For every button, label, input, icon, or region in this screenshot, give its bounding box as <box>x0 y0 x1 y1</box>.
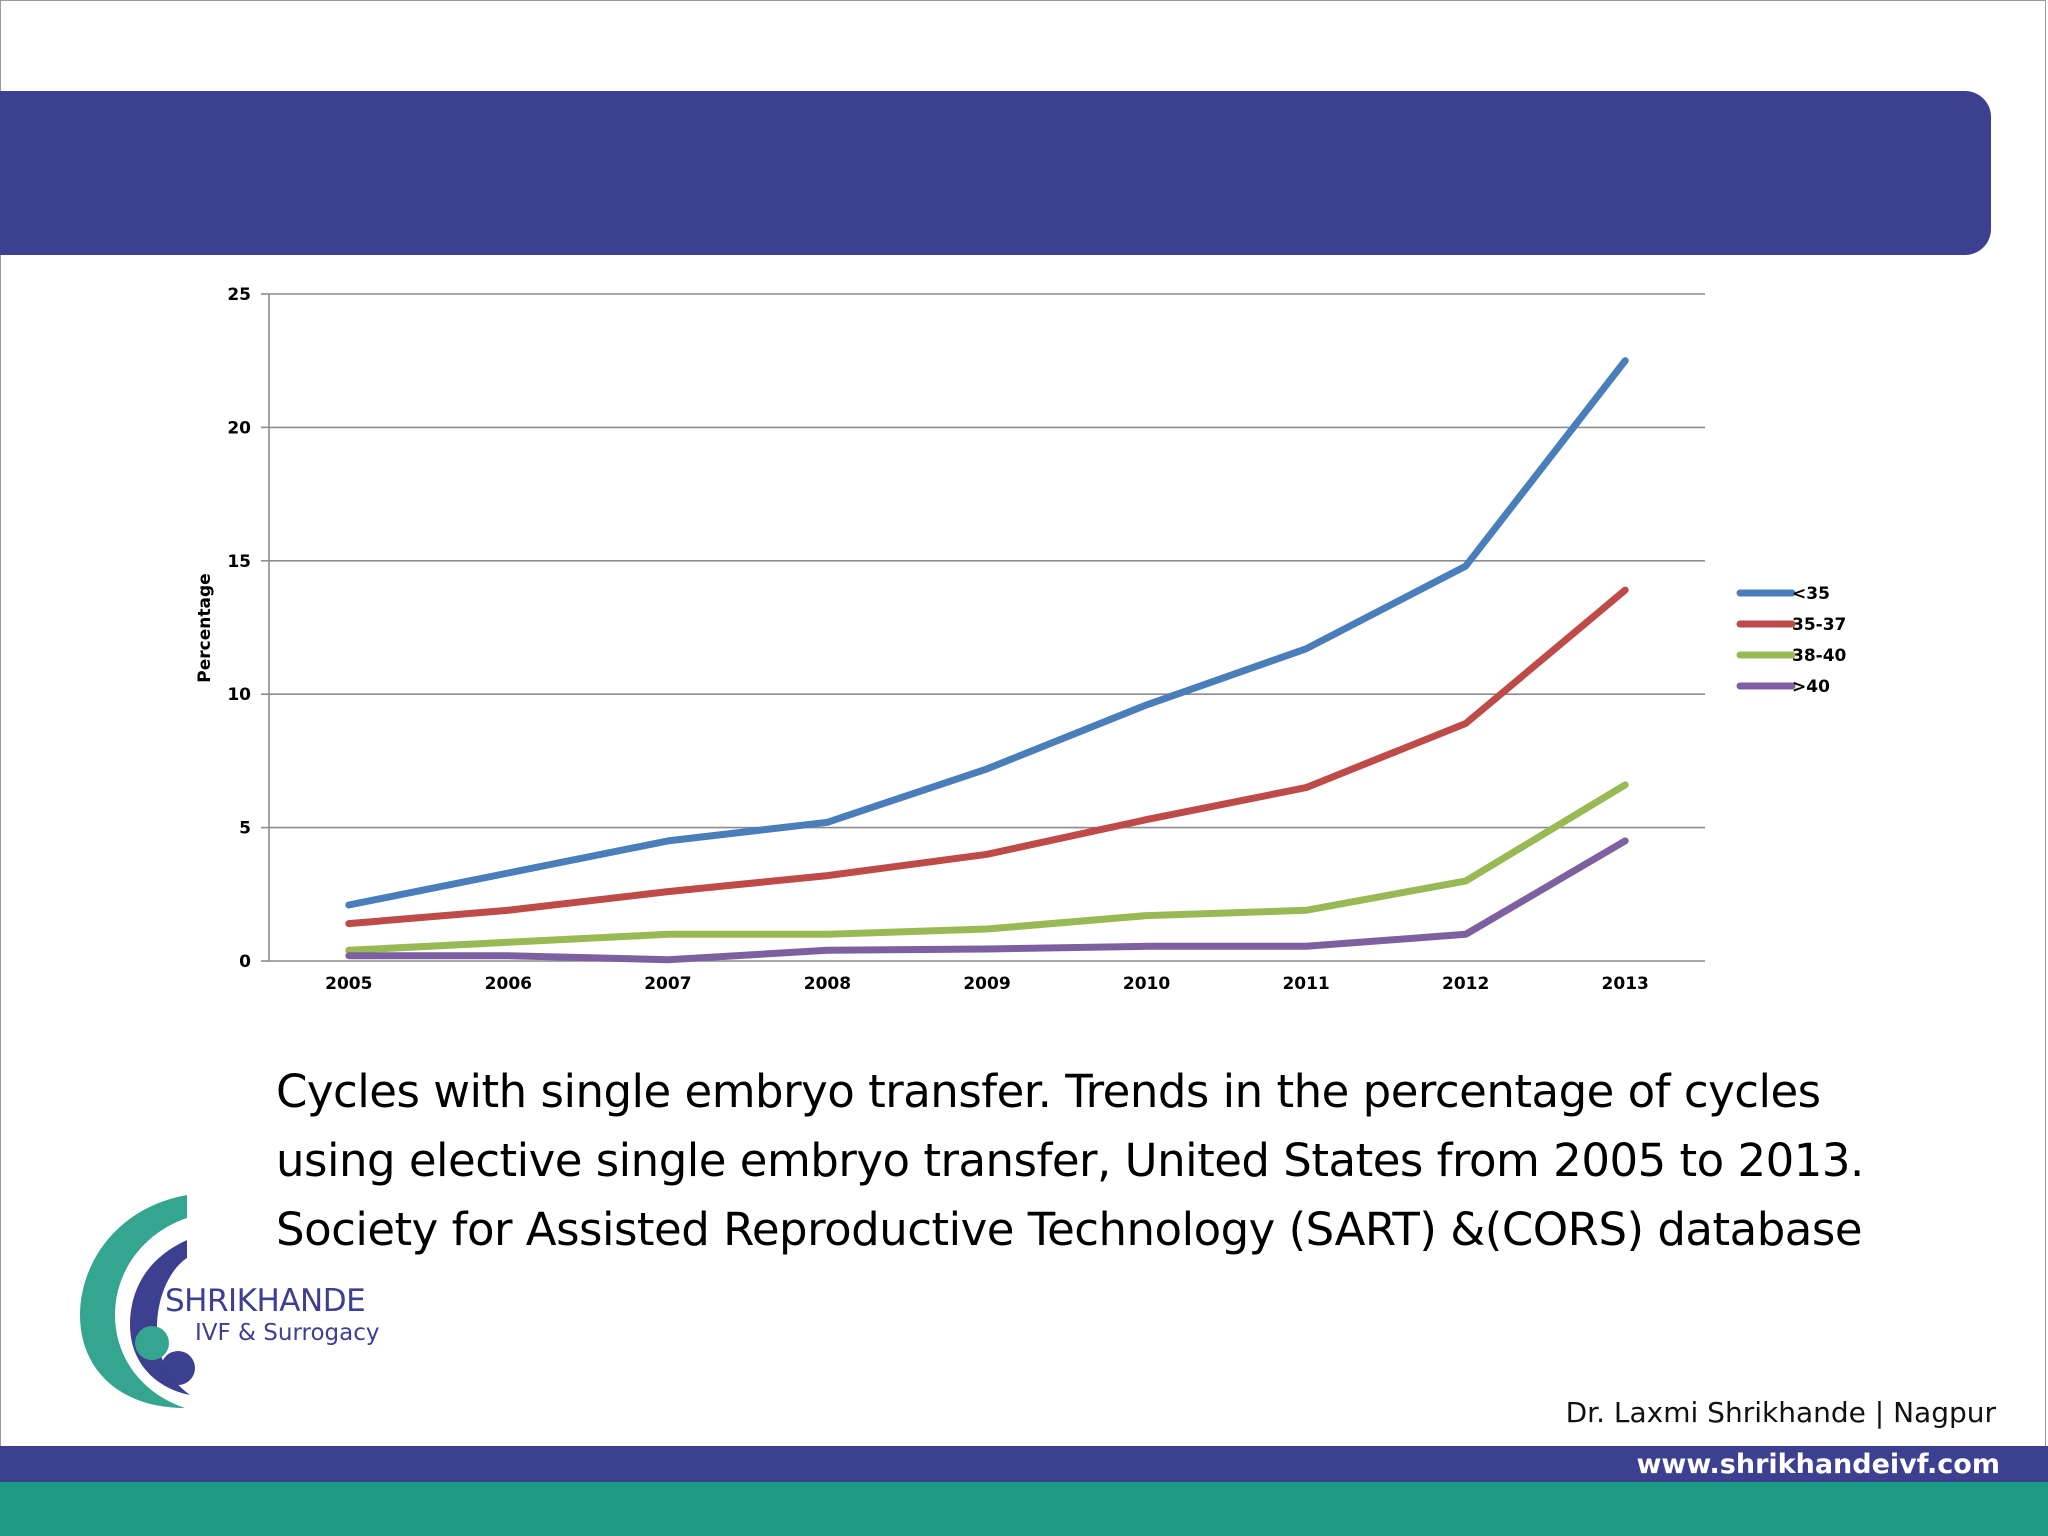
figure-caption: Cycles with single embryo transfer. Tren… <box>276 1057 2016 1264</box>
caption-line-2: using elective single embryo transfer, U… <box>276 1134 1864 1187</box>
logo-subtitle: IVF & Surrogacy <box>195 1320 380 1346</box>
legend-label-0: <35 <box>1792 584 1830 604</box>
series-line-2 <box>345 781 1629 954</box>
x-tick-label: 2008 <box>804 974 851 994</box>
x-tick-label: 2011 <box>1282 974 1329 994</box>
x-tick-label: 2013 <box>1602 974 1649 994</box>
y-tick-label: 10 <box>227 685 251 705</box>
y-tick-label: 5 <box>239 819 251 839</box>
header-band <box>0 91 1991 255</box>
footer-band-teal <box>0 1482 2048 1536</box>
y-tick-label: 15 <box>227 552 251 572</box>
logo-name: SHRIKHANDE <box>165 1283 366 1319</box>
x-tick-label: 2012 <box>1442 974 1489 994</box>
x-tick-label: 2010 <box>1123 974 1170 994</box>
caption-line-3: Society for Assisted Reproductive Techno… <box>276 1203 1863 1256</box>
y-axis-label: Percentage <box>195 573 215 682</box>
y-tick-label: 0 <box>239 952 251 972</box>
footer-band-blue <box>0 1446 2048 1482</box>
website-link[interactable]: www.shrikhandeivf.com <box>1636 1449 2000 1480</box>
author-credit: Dr. Laxmi Shrikhande | Nagpur <box>1565 1396 1996 1429</box>
legend: <35 35-37 38-40 >40 <box>1736 584 1847 697</box>
line-chart: 0 5 10 15 20 25 2005 2006 2007 2008 2009 2010 2011 20… <box>195 285 1847 994</box>
series-lines <box>345 357 1629 964</box>
series-line-3 <box>345 837 1629 964</box>
series-line-0 <box>345 357 1629 909</box>
x-tick-label: 2007 <box>644 974 691 994</box>
legend-label-1: 35-37 <box>1792 615 1846 635</box>
axes: 0 5 10 15 20 25 2005 2006 2007 2008 2009 2010 2011 20… <box>227 285 1705 994</box>
logo-mark-icon <box>80 1195 195 1408</box>
x-tick-label: 2005 <box>325 974 372 994</box>
gridlines <box>269 293 1705 829</box>
caption-line-1: Cycles with single embryo transfer. Tren… <box>276 1065 1821 1118</box>
y-tick-label: 25 <box>227 285 251 305</box>
series-line-1 <box>345 586 1629 928</box>
legend-label-3: >40 <box>1792 677 1830 697</box>
x-tick-label: 2006 <box>485 974 532 994</box>
x-tick-label: 2009 <box>963 974 1010 994</box>
legend-label-2: 38-40 <box>1792 646 1847 666</box>
y-tick-label: 20 <box>227 418 251 438</box>
